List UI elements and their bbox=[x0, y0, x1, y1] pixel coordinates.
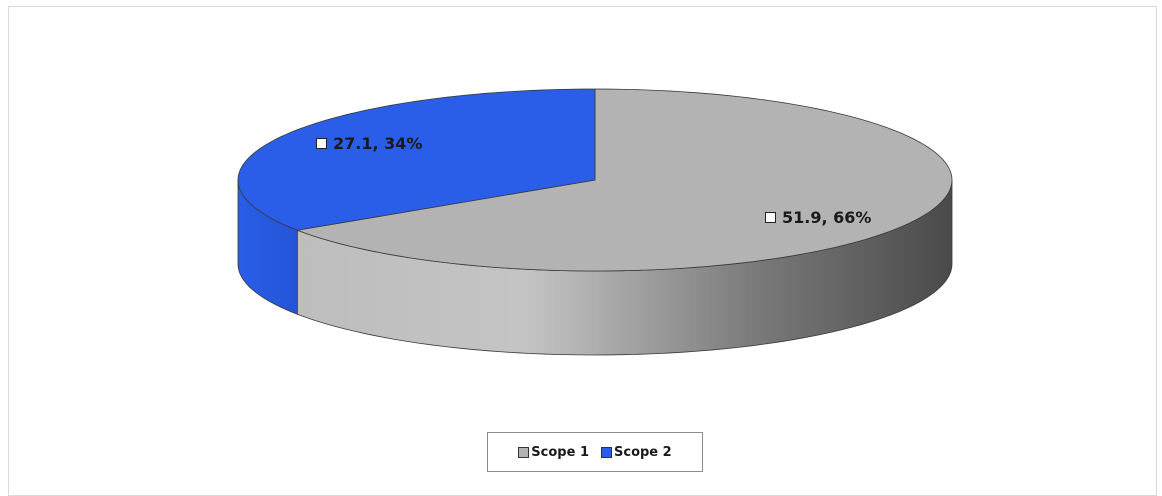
label-key-icon bbox=[765, 212, 776, 223]
data-label-scope-2: 27.1, 34% bbox=[316, 134, 422, 153]
chart-legend: Scope 1 Scope 2 bbox=[487, 432, 703, 472]
label-key-icon bbox=[316, 138, 327, 149]
data-label-text: 51.9, 66% bbox=[782, 208, 872, 227]
legend-item-scope-1: Scope 1 bbox=[518, 445, 589, 460]
pie-tops bbox=[237, 88, 953, 272]
legend-label: Scope 2 bbox=[614, 444, 672, 460]
legend-label: Scope 1 bbox=[531, 444, 589, 460]
legend-swatch bbox=[601, 446, 612, 458]
data-label-text: 27.1, 34% bbox=[333, 134, 423, 153]
legend-item-scope-2: Scope 2 bbox=[601, 445, 672, 460]
legend-swatch bbox=[518, 446, 530, 458]
pie-slice-scope-1 bbox=[295, 88, 953, 272]
data-label-scope-1: 51.9, 66% bbox=[765, 208, 871, 227]
pie-slice-scope-2 bbox=[237, 88, 596, 231]
pie-chart bbox=[237, 88, 953, 356]
